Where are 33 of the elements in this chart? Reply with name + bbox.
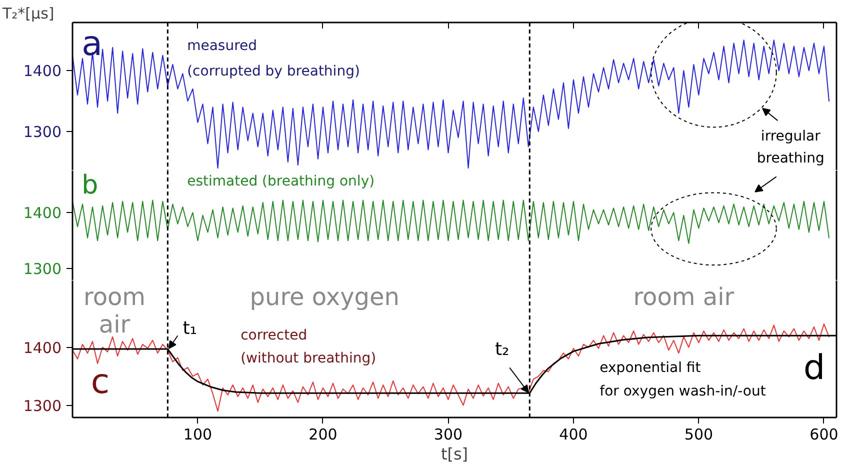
annotation: d	[803, 348, 826, 388]
annotation: breathing	[756, 150, 824, 167]
y-axis-title: T₂*[µs]	[2, 4, 54, 22]
annotation: for oxygen wash-in/-out	[600, 383, 766, 400]
annotation: exponential fit	[600, 360, 702, 376]
annotation: room	[83, 282, 146, 311]
x-tick-label: 400	[559, 426, 588, 444]
annotation: a	[82, 24, 103, 64]
y-tick-label: 1400	[23, 338, 62, 357]
x-tick-label: 600	[810, 426, 838, 444]
x-tick-label: 200	[308, 426, 338, 444]
annotation: corrected	[240, 327, 308, 344]
annotation: estimated (breathing only)	[187, 174, 375, 190]
annotation: (corrupted by breathing)	[187, 63, 360, 80]
annotation: c	[90, 362, 110, 402]
annotation: measured	[187, 38, 258, 54]
annotation: irregular	[760, 128, 821, 144]
x-axis-title: t[s]	[440, 444, 468, 464]
x-tick-label: 100	[183, 426, 212, 444]
x-tick-label: 300	[434, 426, 463, 444]
annotation: room air	[633, 282, 734, 311]
x-tick-label: 500	[684, 426, 714, 444]
y-tick-label: 1400	[23, 204, 62, 222]
annotation: (without breathing)	[240, 350, 376, 367]
annotation: t₁	[182, 318, 197, 340]
y-tick-label: 1400	[23, 62, 62, 80]
annotation: pure oxygen	[250, 282, 400, 311]
annotation: air	[98, 310, 130, 338]
y-tick-label: 1300	[23, 396, 62, 415]
annotation: b	[82, 170, 98, 200]
y-tick-label: 1300	[23, 260, 62, 278]
y-tick-label: 1300	[23, 123, 62, 142]
annotation: t₂	[494, 339, 510, 360]
